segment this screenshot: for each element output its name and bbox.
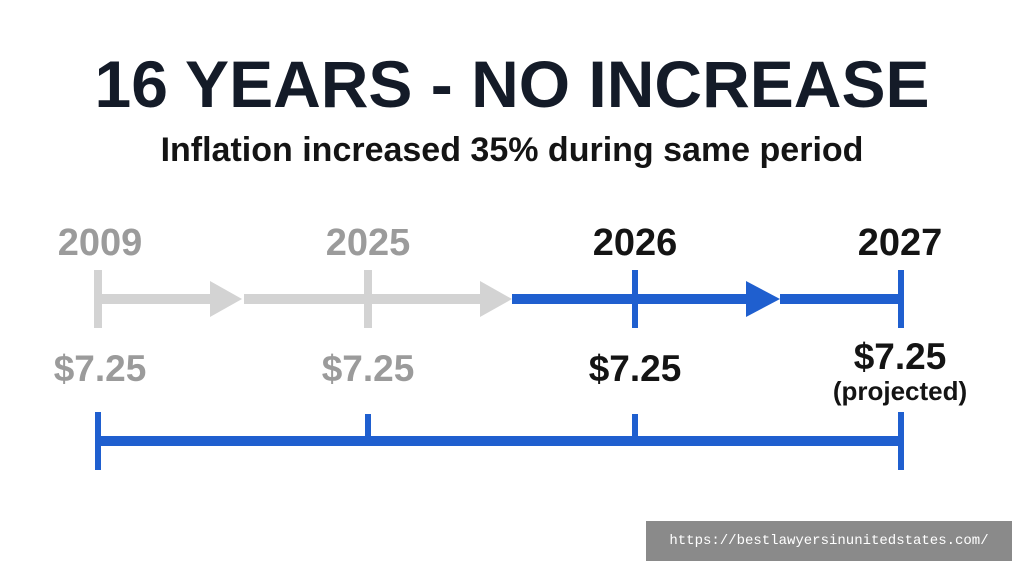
wage-label-2026: $7.25 (588, 348, 682, 389)
arrow-right-icon (210, 281, 242, 317)
year-label-2027: 2027 (857, 222, 943, 264)
year-label-2025: 2025 (325, 222, 411, 264)
year-label-2026: 2026 (592, 222, 678, 264)
wage-label-2025: $7.25 (321, 348, 415, 389)
page-subtitle: Inflation increased 35% during same peri… (160, 131, 864, 169)
arrow-right-icon (746, 281, 780, 317)
projected-note: (projected) (832, 376, 968, 406)
future-timeline-segment (512, 270, 904, 328)
wage-bracket-line (95, 412, 904, 470)
wage-label-2009: $7.25 (53, 348, 147, 389)
arrow-right-icon (480, 281, 512, 317)
wage-label-2027: $7.25 (853, 336, 947, 377)
watermark-url: https://bestlawyersinunitedstates.com/ (646, 521, 1012, 561)
page-title: 16 YEARS - NO INCREASE (94, 47, 930, 121)
year-label-2009: 2009 (57, 222, 143, 264)
past-timeline-segment (94, 270, 512, 328)
